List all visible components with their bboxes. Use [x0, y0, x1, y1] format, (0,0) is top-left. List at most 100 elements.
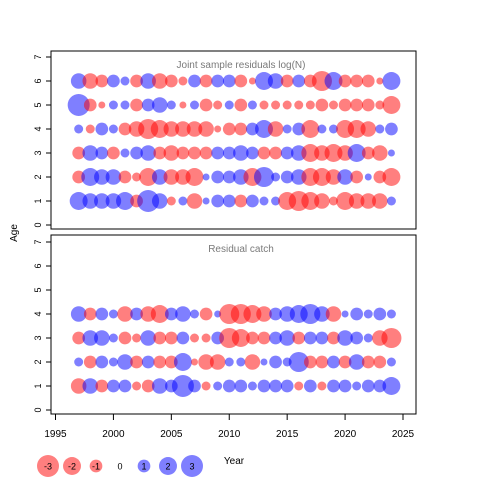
- bubble-top-age6-2015: [280, 74, 294, 88]
- bubble-top-age2-2009: [211, 170, 225, 184]
- bubble-bottom-age1-2022: [361, 379, 375, 393]
- bubble-top-age6-2012: [248, 77, 256, 85]
- bubble-bottom-age4-2004: [150, 305, 169, 323]
- bubble-top-age6-2000: [107, 74, 120, 88]
- bubble-top-age4-2022: [360, 121, 377, 137]
- bubble-top-age6-1998: [82, 73, 99, 89]
- bubble-bottom-age2-2003: [141, 355, 155, 369]
- bubble-top-age1-2010: [222, 194, 236, 208]
- bubble-bottom-age2-2018: [315, 355, 329, 369]
- panel-joint-sample: Joint sample residuals log(N) 0 1 2 3 4 5 6 7: [33, 50, 417, 230]
- bubble-top-age5-2019: [329, 100, 338, 110]
- bubble-top-age5-2014: [271, 100, 281, 110]
- bubble-top-age4-2008: [198, 121, 214, 137]
- bubble-bottom-age1-2014: [269, 379, 282, 393]
- bubble-bottom-age3-2007: [190, 333, 199, 343]
- bubble-bottom-age2-2004: [153, 355, 167, 369]
- bubble-bottom-age2-2007: [191, 358, 198, 366]
- bubble-top-age2-2023: [373, 170, 387, 184]
- bubble-top-age1-1998: [82, 193, 99, 209]
- bubble-top-age3-1999: [95, 146, 109, 160]
- bubble-top-age3-2003: [140, 145, 156, 161]
- y-tick-label-bottom-5: 5: [33, 287, 43, 292]
- y-axis-label: Age: [9, 224, 20, 242]
- bubble-top-age4-2011: [234, 122, 248, 136]
- bubble-top-age2-2004: [151, 169, 168, 185]
- bubble-top-age2-2003: [139, 168, 158, 186]
- bubble-bottom-age1-2001: [118, 379, 132, 393]
- bubble-bottom-age4-1998: [83, 307, 97, 321]
- bubble-top-age2-2020: [337, 169, 353, 185]
- bubble-bottom-age2-2013: [260, 358, 268, 366]
- bubble-top-age1-2006: [178, 196, 188, 206]
- bubble-bottom-age3-1998: [82, 330, 99, 346]
- bubble-bottom-age1-2017: [303, 379, 317, 393]
- bubble-bottom-age2-2011: [236, 357, 246, 367]
- bubble-top-age4-2012: [246, 122, 259, 136]
- bubble-group-bottom: [70, 303, 402, 397]
- bubble-top-age3-2013: [257, 146, 271, 160]
- y-tick-label-top-1: 1: [33, 198, 43, 203]
- legend-label--3: -3: [44, 462, 52, 472]
- y-tick-label-top-3: 3: [33, 150, 43, 155]
- bubble-top-age1-2012: [246, 194, 259, 208]
- y-tick-label-bottom-3: 3: [33, 335, 43, 340]
- bubble-bottom-age3-2020: [337, 330, 353, 346]
- bubble-top-age1-2013: [259, 196, 269, 206]
- bubble-top-age5-2009: [213, 100, 223, 110]
- bubble-top-age2-1999: [94, 169, 110, 185]
- bubble-top-age4-2005: [163, 121, 180, 137]
- legend-bubble-3: [181, 455, 203, 477]
- y-tick-label-top-5: 5: [33, 102, 43, 107]
- bubble-bottom-age2-2001: [117, 354, 133, 370]
- bubble-top-age5-2015: [282, 100, 292, 110]
- bubble-top-age5-1997: [67, 94, 90, 116]
- x-tick-label-2005: 2005: [160, 429, 183, 440]
- bubble-bottom-age2-1997: [74, 357, 84, 367]
- bubble-top-age5-2008: [199, 98, 213, 112]
- bubble-bottom-age2-2024: [386, 357, 396, 367]
- bubble-top-age5-2011: [234, 98, 248, 112]
- bubble-bottom-age2-2021: [348, 354, 365, 370]
- bubble-bottom-age4-2000: [108, 309, 118, 319]
- y-tick-label-top-0: 0: [33, 222, 43, 227]
- bubble-bottom-age4-2001: [117, 306, 133, 322]
- bubble-bottom-age1-2020: [338, 379, 352, 393]
- bubble-top-age3-2024: [387, 149, 395, 157]
- bubble-bottom-age2-2002: [130, 355, 143, 369]
- bubble-top-age3-2001: [120, 148, 130, 158]
- bubble-top-age6-2001: [120, 76, 130, 86]
- bubble-top-age4-2015: [282, 124, 292, 134]
- bubble-top-age5-2007: [190, 100, 199, 110]
- bubble-top-age2-2007: [185, 168, 204, 186]
- bubble-bottom-age3-2018: [315, 331, 329, 345]
- bubble-top-age2-2002: [132, 172, 142, 182]
- bubble-bottom-age4-2014: [269, 307, 282, 321]
- bubble-top-age2-2018: [312, 168, 331, 186]
- bubble-top-age4-2009: [214, 125, 222, 133]
- bubble-bottom-age1-2004: [151, 378, 168, 394]
- legend-bubble--1: [89, 459, 103, 473]
- bubble-top-age3-2022: [361, 146, 375, 160]
- bubble-bottom-age4-2013: [256, 306, 272, 322]
- bubble-top-age6-2009: [211, 74, 225, 88]
- bubble-top-age1-2011: [234, 194, 248, 208]
- y-tick-label-top-2: 2: [33, 174, 43, 179]
- bubble-top-age2-2010: [222, 170, 236, 184]
- bubble-top-age4-1998: [85, 124, 95, 134]
- bubble-bottom-age3-2021: [350, 331, 364, 345]
- bubble-top-age5-2017: [305, 100, 315, 110]
- bubble-top-age2-2024: [382, 168, 401, 186]
- bubble-top-age2-2005: [163, 169, 180, 185]
- legend-label-1: 1: [141, 462, 146, 472]
- bubble-top-age5-2020: [338, 98, 352, 112]
- legend-label-3: 3: [189, 462, 194, 472]
- bubble-bottom-age3-2004: [153, 331, 167, 345]
- bubble-bottom-age1-1997: [70, 378, 87, 394]
- bubble-top-age5-1999: [98, 101, 106, 109]
- panel-title-bottom: Residual catch: [208, 244, 274, 255]
- bubble-top-age3-2021: [347, 144, 366, 162]
- bubble-top-age2-2008: [202, 173, 210, 181]
- bubble-top-age1-2001: [116, 192, 134, 210]
